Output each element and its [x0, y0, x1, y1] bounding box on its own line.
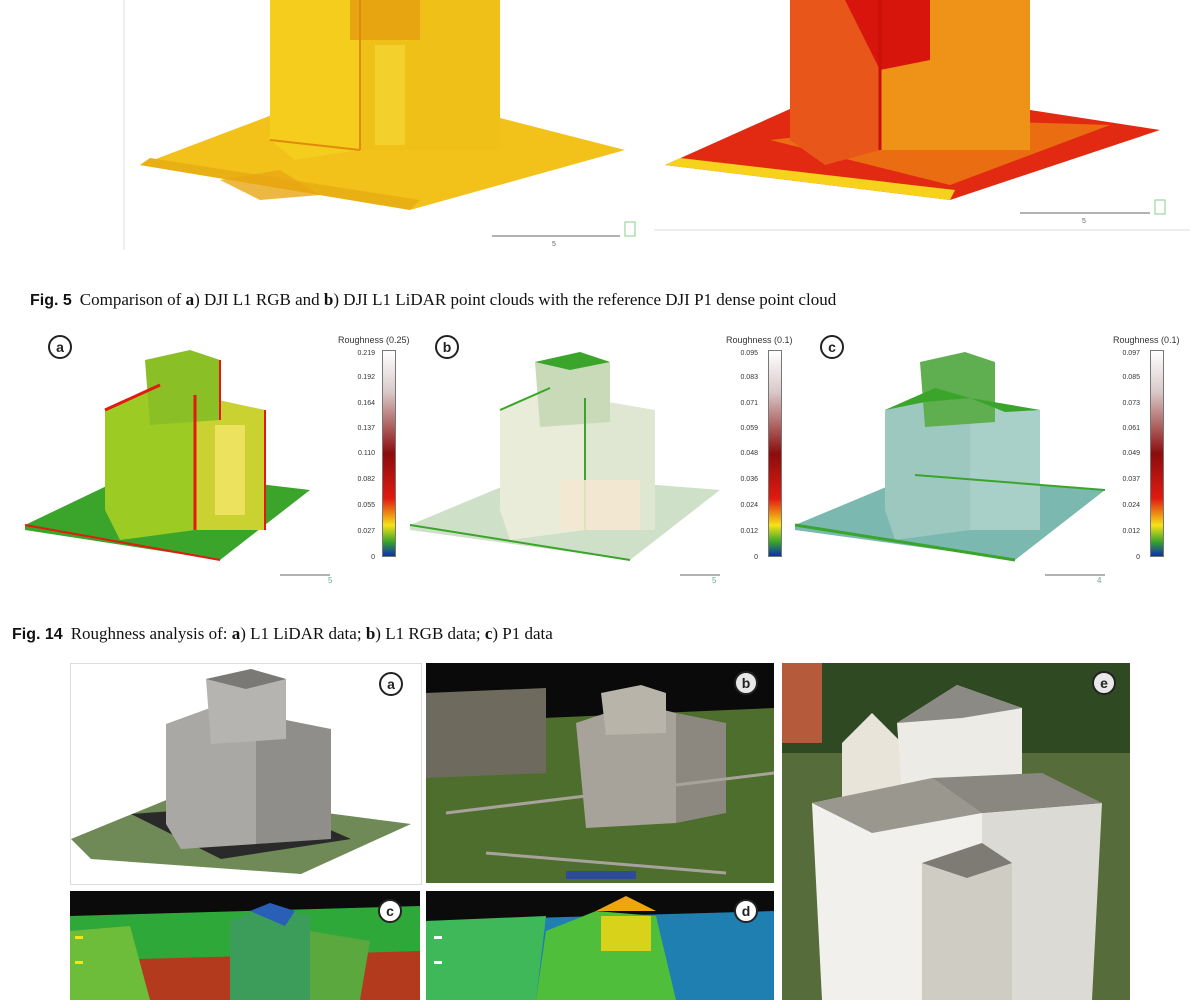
tick-label: 0.024: [740, 502, 758, 509]
caption-text: ) DJI L1 LiDAR point clouds with the ref…: [333, 290, 837, 309]
church-roughness-teal-green: [795, 352, 1105, 576]
colorbar: [1150, 350, 1164, 557]
bottom-panel-d: d: [426, 891, 774, 1000]
tick-label: 0.164: [357, 400, 375, 407]
caption-panel-ref: c: [484, 624, 493, 643]
tick-label: 0.049: [1122, 450, 1140, 457]
tick-label: 0.219: [357, 350, 375, 357]
fig14-panel-a: a Roughness (0.25) 0.219 0.192 0.164 0.1…: [20, 330, 410, 585]
tick-label: 0.012: [1122, 528, 1140, 535]
tick-label: 0.085: [1122, 374, 1140, 381]
caption-text: ) P1 data: [492, 624, 553, 643]
tick-label: 0.137: [357, 425, 375, 432]
panel-letter-b: b: [435, 335, 459, 359]
fig5-label: Fig. 5: [30, 292, 72, 309]
tick-label: 0: [1136, 554, 1140, 561]
colorbar: [768, 350, 782, 557]
fig14-label: Fig. 14: [12, 626, 63, 643]
caption-text: ) L1 RGB data;: [375, 624, 485, 643]
tick-label: 0.055: [357, 502, 375, 509]
tick-label: 0.048: [740, 450, 758, 457]
church-roughness-red-green: [24, 350, 330, 576]
colorbar-title: Roughness (0.1): [1113, 335, 1180, 345]
caption-text: Roughness analysis of:: [70, 624, 232, 643]
fig5-a-scale-value: 5: [552, 241, 556, 248]
caption-text: ) DJI L1 RGB and: [194, 290, 324, 309]
church-pointcloud-yellow: 5: [123, 0, 636, 250]
panel-letter-a: a: [379, 672, 403, 696]
fig5-panel-b-image: 5: [650, 0, 1190, 250]
fig14-panel-c: c Roughness (0.1) 0.097 0.085 0.073 0.06…: [795, 330, 1195, 585]
tick-label: 0.082: [357, 476, 375, 483]
tick-label: 0.012: [740, 528, 758, 535]
scale-value: 5: [328, 576, 333, 585]
tick-label: 0.073: [1122, 400, 1140, 407]
colorbar-title: Roughness (0.25): [338, 335, 410, 345]
tick-label: 0.024: [1122, 502, 1140, 509]
tick-label: 0.036: [740, 476, 758, 483]
panel-letter-c: c: [820, 335, 844, 359]
church-elevation-blue-green: [426, 896, 774, 1000]
caption-text: ) L1 LiDAR data;: [240, 624, 366, 643]
panel-letter-e: e: [1092, 671, 1116, 695]
caption-panel-ref: a: [231, 624, 241, 643]
tick-label: 0.097: [1122, 350, 1140, 357]
panel-letter-b: b: [734, 671, 758, 695]
bottom-panel-a: a: [70, 663, 422, 885]
church-grey-pointcloud: [71, 669, 411, 874]
fig5-caption: Fig. 5 Comparison of a) DJI L1 RGB and b)…: [30, 290, 836, 311]
panel-letter-a: a: [48, 335, 72, 359]
bottom-panel-c: c: [70, 891, 420, 1000]
tick-label: 0.027: [357, 528, 375, 535]
caption-panel-ref: b: [323, 290, 334, 309]
tick-label: 0.095: [740, 350, 758, 357]
colorbar: [382, 350, 396, 557]
tick-label: 0.037: [1122, 476, 1140, 483]
fig5-panel-a-image: 5: [120, 0, 640, 250]
bottom-panel-b: b: [426, 663, 774, 883]
caption-text: Comparison of: [79, 290, 186, 309]
panel-letter-c: c: [378, 899, 402, 923]
church-roughness-pale: [410, 352, 720, 576]
fig5-b-scale-value: 5: [1082, 218, 1086, 225]
church-aerial-photo: [426, 663, 774, 883]
fig14-caption: Fig. 14 Roughness analysis of: a) L1 LiDA…: [12, 624, 553, 645]
colorbar-title: Roughness (0.1): [726, 335, 793, 345]
scale-value: 4: [1097, 576, 1102, 585]
tick-label: 0.071: [740, 400, 758, 407]
panel-letter-d: d: [734, 899, 758, 923]
tick-label: 0.083: [740, 374, 758, 381]
scale-value: 5: [712, 576, 717, 585]
caption-panel-ref: a: [185, 290, 195, 309]
tick-label: 0.110: [358, 450, 375, 457]
tick-label: 0: [754, 554, 758, 561]
bottom-panel-e: e: [782, 663, 1130, 1000]
church-elevation-rainbow: [70, 903, 420, 1000]
tick-label: 0.059: [740, 425, 758, 432]
tick-label: 0.061: [1122, 425, 1140, 432]
fig14-panel-b: b Roughness (0.1) 0.095 0.083 0.071 0.05…: [410, 330, 800, 585]
church-pointcloud-red: 5: [654, 0, 1190, 231]
tick-label: 0: [371, 554, 375, 561]
church-closeup-photo: [782, 663, 1130, 1000]
caption-panel-ref: b: [365, 624, 376, 643]
tick-label: 0.192: [357, 374, 375, 381]
